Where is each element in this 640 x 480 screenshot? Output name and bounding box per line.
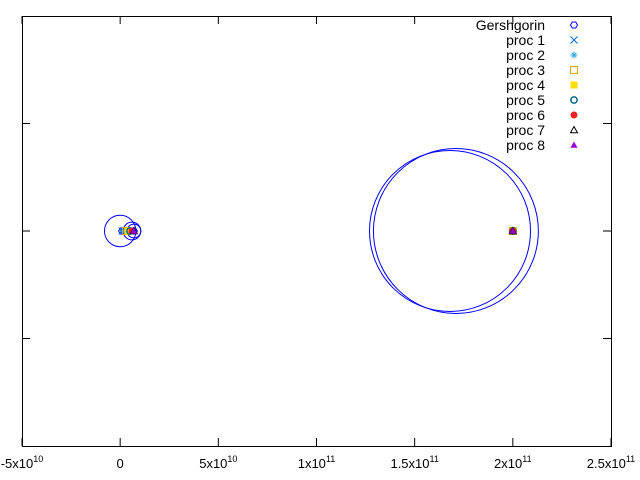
x-tick-labels: -5x1010 0 5x1010 1x1011 1.5x1011 2x1011 2.5x10… [1,454,635,471]
x-tick-label: 2x1011 [494,454,532,471]
legend-label: proc 4 [506,77,545,93]
legend-marker [570,96,578,104]
gershgorin-disc [372,148,539,314]
legend-marker [570,66,578,74]
legend-label: proc 5 [506,92,545,108]
data-point [124,227,132,235]
x-tick-label: 1x1011 [298,454,336,471]
legend-label: proc 3 [506,62,545,78]
x-tick-label: 2.5x1011 [587,454,635,471]
axis-ticks [21,16,612,446]
x-tick-label: 5x1010 [199,454,237,471]
gershgorin-disc [369,150,532,312]
x-tick-label: 1.5x1011 [390,454,438,471]
legend-marker [569,125,579,134]
x-tick-label: 0 [117,456,124,471]
legend-label: proc 6 [506,107,545,123]
legend-label: proc 7 [506,122,545,138]
legend-label: proc 1 [506,32,545,48]
data-point [130,227,138,234]
legend-label: proc 2 [506,47,545,63]
data-point [120,227,128,235]
legend-marker [570,51,578,59]
data-point [509,227,517,234]
gershgorin-discs [103,148,539,314]
legend-marker [570,141,578,148]
data-markers [118,226,518,235]
legend-marker [569,21,579,29]
legend-marker [570,111,578,119]
legend-label: proc 8 [506,137,545,153]
legend-marker [570,36,578,44]
x-tick-label: -5x1010 [1,454,44,471]
legend-marker [570,81,578,89]
legend-label: Gershgorin [476,17,545,33]
